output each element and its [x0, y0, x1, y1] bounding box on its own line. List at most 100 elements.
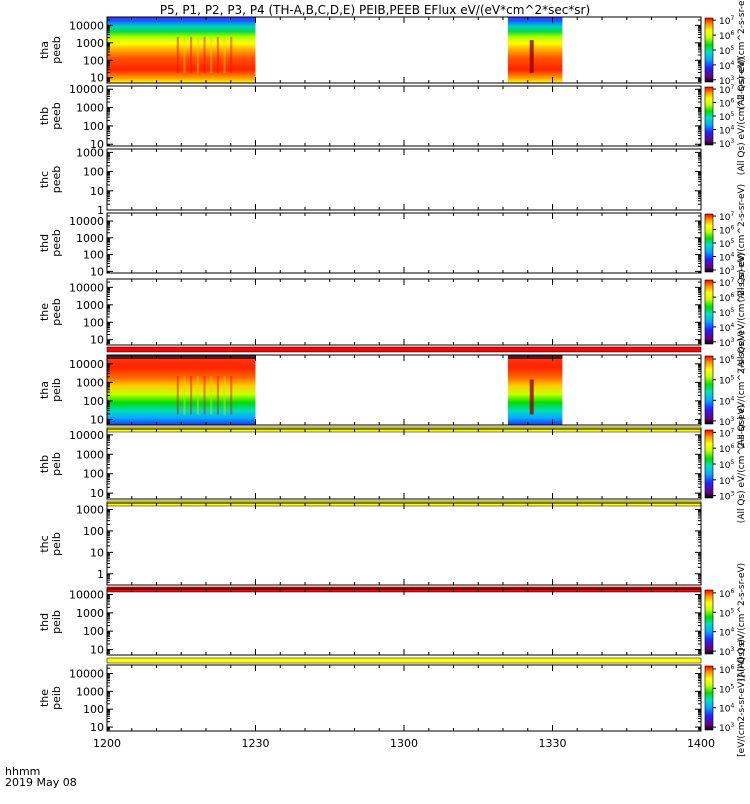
- spectrogram-core: [529, 379, 534, 415]
- spectrogram-streak: [183, 36, 186, 74]
- spectrogram-block: [107, 355, 256, 425]
- panel-label-probe: thb: [38, 107, 51, 125]
- panel-label-probe: thc: [38, 171, 51, 188]
- y-tick-label: 10000: [69, 19, 104, 32]
- figure-title: P5, P1, P2, P3, P4 (TH-A,B,C,D,E) PEIB,P…: [160, 3, 590, 17]
- y-tick-label: 1: [97, 204, 104, 217]
- time-axis-label: hhmm: [5, 765, 40, 778]
- colorbar-tick-label: 104: [719, 322, 734, 334]
- colorbar-tick-label: 103: [719, 646, 734, 658]
- panel-label-probe: tha: [38, 41, 51, 59]
- quality-flag-bar: [106, 657, 702, 664]
- y-tick-label: 100: [83, 316, 104, 329]
- panel-the-peeb: 10 100 1000 10000 the peeb 103 104 105 106 107 (All…: [38, 253, 747, 371]
- colorbar: [704, 279, 714, 345]
- y-tick-label: 10: [90, 72, 104, 85]
- colorbar-tick-label: 107: [719, 427, 734, 439]
- colorbar-tick-label: 103: [719, 722, 734, 734]
- colorbar-tick-label: 105: [719, 607, 734, 619]
- y-tick-label: 1000: [76, 232, 104, 245]
- spectrogram-core: [529, 40, 534, 74]
- panel-thc-peeb: 1 10 100 1000 thc peeb: [38, 146, 702, 217]
- colorbar-tick-label: 103: [719, 416, 734, 428]
- y-tick-label: 10000: [69, 358, 104, 371]
- colorbar-tick-label: 104: [719, 124, 734, 136]
- panel-label-probe: the: [38, 689, 51, 707]
- colorbar-tick-label: 107: [719, 211, 734, 223]
- y-tick-label: 10: [90, 265, 104, 278]
- y-tick-label: 1000: [76, 37, 104, 50]
- x-tick-label: 1400: [687, 737, 715, 750]
- panel-frame: [106, 502, 702, 586]
- y-tick-label: 1: [97, 568, 104, 581]
- panel-label-product: peib: [50, 452, 63, 476]
- colorbar-tick-label: 105: [719, 375, 734, 387]
- colorbar-tick-label: 106: [719, 588, 734, 600]
- colorbar-tick-label: 105: [719, 459, 734, 471]
- panel-label-product: peib: [50, 378, 63, 402]
- colorbar: [704, 429, 714, 499]
- y-tick-label: 100: [83, 468, 104, 481]
- spectrogram-streak: [210, 376, 213, 415]
- y-tick-label: 1000: [76, 102, 104, 115]
- spectrogram-streak: [223, 376, 226, 415]
- panel-tha-peeb: 10 100 1000 10000 tha peeb 103 104 105 106 107 (All…: [38, 0, 747, 109]
- colorbar-tick-label: 105: [719, 683, 734, 695]
- y-tick-label: 10: [90, 546, 104, 559]
- x-tick-label: 1330: [539, 737, 567, 750]
- panel-label-product: peeb: [50, 298, 63, 326]
- panel-label-product: peib: [50, 610, 63, 634]
- y-tick-label: 10: [90, 185, 104, 198]
- colorbar-tick-label: 106: [719, 225, 734, 237]
- spectrogram-streak: [210, 36, 213, 74]
- colorbar-label: (All Qs) eV/(cm^2-s-sr-eV): [737, 331, 747, 449]
- spectrogram-streak: [230, 36, 233, 74]
- spectrogram-streak: [216, 36, 219, 74]
- y-tick-label: 10: [90, 643, 104, 656]
- time-axis-date: 2019 May 08: [5, 776, 77, 789]
- y-tick-label: 100: [83, 166, 104, 179]
- colorbar-tick-label: 107: [719, 84, 734, 96]
- panel-label-product: peeb: [50, 102, 63, 130]
- panel-label-probe: thc: [38, 535, 51, 552]
- panel-label-probe: thd: [38, 234, 51, 252]
- colorbar-tick-label: 104: [719, 251, 734, 263]
- y-tick-label: 100: [83, 395, 104, 408]
- spectrogram-streak: [216, 376, 219, 415]
- y-tick-label: 10: [90, 138, 104, 151]
- panel-frame: [106, 664, 702, 732]
- panel-frame: [106, 85, 702, 147]
- panel-frame: [106, 148, 702, 211]
- y-tick-label: 100: [83, 54, 104, 67]
- y-tick-label: 10: [90, 413, 104, 426]
- spectrogram-streak: [203, 36, 206, 74]
- panel-frame: [106, 428, 702, 500]
- y-tick-label: 1000: [76, 299, 104, 312]
- colorbar: [704, 589, 714, 655]
- colorbar-tick-label: 106: [719, 98, 734, 110]
- colorbar-label: (All Qs) eV/(cm^2-s-sr-eV): [737, 0, 747, 109]
- colorbar-tick-label: 105: [719, 238, 734, 250]
- panel-label-product: peeb: [50, 166, 63, 194]
- y-tick-label: 10: [90, 334, 104, 347]
- spectrogram-streak: [190, 376, 193, 415]
- y-tick-label: 10000: [69, 668, 104, 681]
- colorbar: [704, 665, 714, 731]
- colorbar-tick-label: 104: [719, 627, 734, 639]
- y-tick-label: 1000: [76, 448, 104, 461]
- colorbar-tick-label: 106: [719, 354, 734, 366]
- y-tick-label: 10000: [69, 281, 104, 294]
- colorbar-label: (All Qs) eV/(cm^2-s-sr-eV): [737, 57, 747, 175]
- colorbar-tick-label: 104: [719, 703, 734, 715]
- spectrogram-streak: [190, 36, 193, 74]
- colorbar-tick-label: 103: [719, 491, 734, 503]
- colorbar-tick-label: 104: [719, 475, 734, 487]
- panel-frame: [106, 278, 702, 346]
- colorbar: [704, 213, 714, 273]
- y-tick-label: 1000: [76, 146, 104, 159]
- spectrogram-streak: [230, 376, 233, 415]
- colorbar-tick-label: 106: [719, 664, 734, 676]
- quality-flag-bar: [106, 346, 702, 353]
